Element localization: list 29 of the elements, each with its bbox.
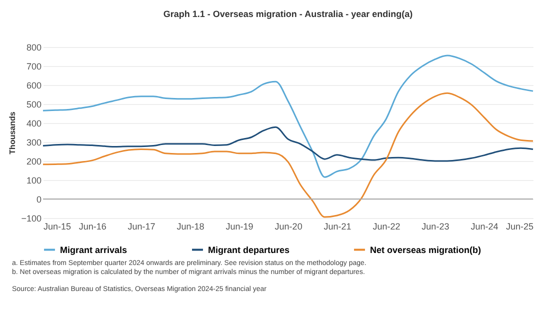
line-series [42,92,534,218]
x-tick-label: Jun-18 [176,222,204,232]
legend-label: Migrant departures [208,244,290,255]
x-tick-label: Jun-15 [44,222,72,232]
y-tick-label: 800 [26,42,42,52]
y-tick-label: 300 [26,138,42,148]
y-tick-label: 200 [26,156,42,166]
y-tick-label: 100 [26,176,42,186]
y-tick-label: 500 [26,100,42,110]
line-series [42,126,534,162]
chart-title: Graph 1.1 - Overseas migration - Australia - year ending(a) [163,9,413,19]
line-series [42,54,534,178]
x-tick-label: Jun-22 [372,222,400,232]
y-tick-label: 0 [36,194,42,204]
x-tick-label: Jun-24 [470,222,498,232]
y-tick-label: 400 [26,118,42,128]
x-tick-label: Jun-23 [422,222,450,232]
y-tick-label: −100 [21,214,42,224]
legend-label: Migrant arrivals [60,244,128,255]
y-axis-title: Thousands [8,111,18,154]
legend-label: Net overseas migration(b) [370,244,482,255]
x-tick-label: Jun-16 [78,222,106,232]
y-tick-label: 700 [26,62,42,72]
y-tick-label: 600 [26,80,42,90]
x-tick-label: Jun-20 [274,222,302,232]
x-tick-label: Jun-25 [506,222,534,232]
x-tick-label: Jun-21 [324,222,352,232]
x-tick-label: Jun-17 [128,222,156,232]
x-tick-label: Jun-19 [226,222,254,232]
